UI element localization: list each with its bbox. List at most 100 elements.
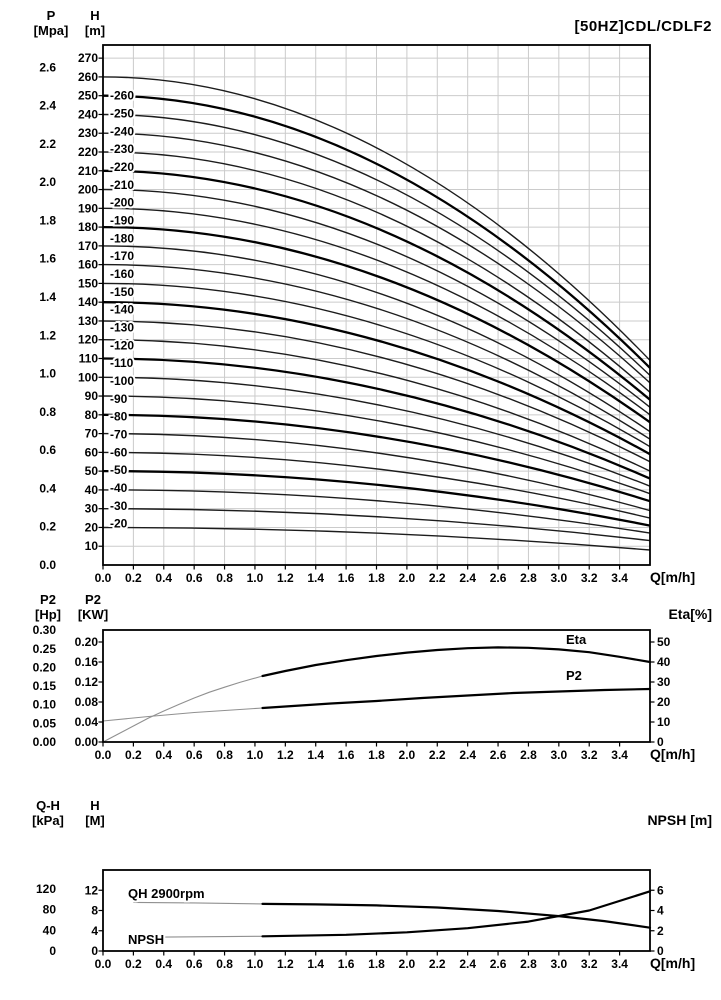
curve-label--260: -260 — [110, 89, 134, 103]
curve-label--40: -40 — [110, 481, 128, 495]
axis-unit-kpa: [kPa] — [32, 813, 64, 828]
curve-label--70: -70 — [110, 428, 128, 442]
head-curve--30 — [102, 508, 651, 542]
hp-tick-label: 0.15 — [33, 679, 57, 693]
eta-tick-label: 30 — [657, 675, 671, 689]
head-curve--220 — [102, 151, 651, 393]
axis-name-h2: H — [90, 798, 100, 813]
axis-name-p2kw: P2 — [85, 592, 101, 607]
x-axis-label-main: Q[m/h] — [650, 569, 696, 585]
kw-tick-label: 0.12 — [75, 675, 99, 689]
hm-tick-label: 8 — [91, 904, 98, 918]
x-tick-label: 0.2 — [125, 571, 142, 585]
kpa-tick-label: 80 — [43, 903, 57, 917]
x-tick-label: 1.2 — [277, 571, 294, 585]
axis-title-pressure: P [Mpa] — [26, 8, 76, 38]
curve-label--180: -180 — [110, 231, 134, 245]
hm-tick-label: 12 — [85, 883, 99, 897]
x-tick-label: 1.6 — [338, 748, 355, 762]
curve-label--120: -120 — [110, 338, 134, 352]
h-tick-label: 200 — [78, 183, 98, 197]
curve-label--100: -100 — [110, 374, 134, 388]
x-tick-label: 0.0 — [95, 571, 112, 585]
axis-title-power-kw: P2 [KW] — [68, 592, 118, 622]
head-curve--190 — [102, 207, 651, 416]
axis-title-h-m: H [M] — [76, 798, 114, 828]
p-tick-label: 0.4 — [39, 481, 56, 495]
npsh-tick-label: 0 — [657, 944, 664, 958]
x-tick-label: 3.4 — [611, 571, 628, 585]
x-tick-label: 0.8 — [216, 748, 233, 762]
x-tick-label: 1.4 — [307, 571, 324, 585]
x-tick-label: 1.2 — [277, 748, 294, 762]
curve-label--130: -130 — [110, 321, 134, 335]
x-tick-label: 2.0 — [399, 957, 416, 971]
x-tick-label: 2.0 — [399, 571, 416, 585]
series-label-p2: P2 — [566, 668, 582, 683]
curve-label--170: -170 — [110, 249, 134, 263]
head-curve--120 — [102, 339, 651, 472]
x-tick-label: 1.0 — [247, 957, 264, 971]
x-tick-label: 2.4 — [459, 571, 476, 585]
series-label-eta: Eta — [566, 632, 587, 647]
x-tick-label: 2.8 — [520, 571, 537, 585]
head-curve--90 — [102, 395, 651, 495]
hp-tick-label: 0.20 — [33, 660, 57, 674]
axis-title-power-hp: P2 [Hp] — [22, 592, 74, 622]
h-tick-label: 180 — [78, 220, 98, 234]
x-axis-label-npsh: Q[m/h] — [650, 955, 696, 971]
curve-label--230: -230 — [110, 142, 134, 156]
hp-tick-label: 0.10 — [33, 698, 57, 712]
hp-tick-label: 0.00 — [33, 735, 57, 749]
x-axis-label-power: Q[m/h] — [650, 746, 696, 762]
axis-title-npsh: NPSH [m] — [647, 812, 712, 828]
x-tick-label: 1.8 — [368, 571, 385, 585]
hm-tick-label: 4 — [91, 924, 98, 938]
kw-tick-label: 0.00 — [75, 735, 99, 749]
h-tick-label: 80 — [85, 408, 99, 422]
x-tick-label: 2.6 — [490, 957, 507, 971]
head-curve--260 — [102, 76, 651, 361]
h-tick-label: 90 — [85, 389, 99, 403]
x-tick-label: 2.0 — [399, 748, 416, 762]
x-tick-label: 1.4 — [307, 748, 324, 762]
p-tick-label: 2.2 — [39, 137, 56, 151]
x-tick-label: 1.0 — [247, 748, 264, 762]
h-tick-label: 120 — [78, 333, 98, 347]
head-curve--250 — [102, 94, 651, 369]
h-tick-label: 40 — [85, 483, 99, 497]
npsh-curve — [261, 890, 652, 938]
head-curve--150 — [102, 282, 651, 448]
p2-curve-thin — [102, 707, 263, 722]
x-tick-label: 2.4 — [459, 748, 476, 762]
x-tick-label: 0.8 — [216, 571, 233, 585]
curve-label--190: -190 — [110, 214, 134, 228]
head-curve--170 — [102, 245, 651, 433]
axis-title-eta: Eta[%] — [668, 606, 712, 622]
kw-tick-label: 0.08 — [75, 695, 99, 709]
head-curve--40 — [102, 489, 651, 534]
curve-label--90: -90 — [110, 392, 128, 406]
x-tick-label: 0.4 — [155, 571, 172, 585]
p-tick-label: 1.8 — [39, 213, 56, 227]
curve-label--140: -140 — [110, 303, 134, 317]
h-tick-label: 20 — [85, 520, 99, 534]
x-tick-label: 0.0 — [95, 957, 112, 971]
axis-title-qh-kpa: Q-H [kPa] — [20, 798, 76, 828]
head-curve--240 — [102, 113, 651, 376]
x-tick-label: 0.6 — [186, 957, 203, 971]
x-tick-label: 0.4 — [155, 748, 172, 762]
eta-tick-label: 40 — [657, 655, 671, 669]
x-tick-label: 0.8 — [216, 957, 233, 971]
x-tick-label: 1.8 — [368, 957, 385, 971]
head-curve--180 — [102, 225, 651, 424]
kw-tick-label: 0.16 — [75, 655, 99, 669]
curve-label--220: -220 — [110, 160, 134, 174]
axis-unit-hp: [Hp] — [35, 607, 61, 622]
chart-title: [50HZ]CDL/CDLF2 — [574, 18, 712, 35]
axis-title-head: H [m] — [74, 8, 116, 38]
axis-name-h: H — [90, 8, 100, 23]
p-tick-label: 1.4 — [39, 290, 56, 304]
h-tick-label: 160 — [78, 258, 98, 272]
h-tick-label: 110 — [79, 352, 99, 366]
